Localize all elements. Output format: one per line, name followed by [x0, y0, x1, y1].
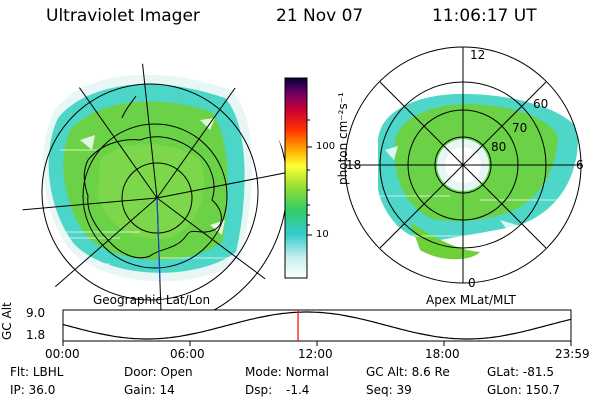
- colorbar-tick-10: 10: [316, 229, 329, 240]
- right-aurora-image: [378, 93, 579, 260]
- observation-date: 21 Nov 07: [276, 6, 364, 26]
- mlt-label-left: 18: [346, 158, 362, 172]
- timeline-xtick-0000: 00:00: [45, 347, 80, 361]
- door-readout: Door: Open: [124, 365, 193, 379]
- timeline-ytick-max: 9.0: [26, 306, 46, 320]
- timeline-xtick-1200: 12:00: [298, 347, 333, 361]
- timeline-xtick-0600: 06:00: [170, 347, 205, 361]
- ip-readout: IP: 36.0: [10, 383, 56, 397]
- left-aurora-image: [39, 69, 252, 282]
- observation-time: 11:06:17 UT: [432, 6, 537, 26]
- mlat-label-80: 80: [491, 140, 507, 154]
- glat-readout: GLat: -81.5: [487, 365, 554, 379]
- gc-alt-readout: GC Alt: 8.6 Re: [366, 365, 450, 379]
- timeline-ytick-min: 1.8: [26, 328, 46, 342]
- timeline-xtick-2359: 23:59: [555, 347, 590, 361]
- timeline-xtick-1800: 18:00: [425, 347, 460, 361]
- timeline-ylabel: GC Alt: [0, 302, 14, 340]
- colorbar: [284, 77, 308, 279]
- colorbar-ticks: [307, 119, 312, 236]
- mlt-label-top: 12: [470, 48, 486, 62]
- timeline-plot-box: [62, 309, 572, 342]
- mlt-label-bottom: 0: [468, 276, 476, 290]
- mode-readout: Mode: Normal: [245, 365, 329, 379]
- colorbar-tick-100: 100: [316, 141, 336, 152]
- right-panel-caption: Apex MLat/MLT: [426, 293, 516, 307]
- right-grid: [344, 46, 582, 284]
- dsp-readout: Dsp: -1.4: [245, 383, 310, 397]
- mlt-label-right: 6: [576, 158, 584, 172]
- glon-readout: GLon: 150.7: [487, 383, 560, 397]
- mlat-label-70: 70: [512, 121, 528, 135]
- orbit-altitude-curve: [62, 311, 572, 340]
- left-panel-caption: Geographic Lat/Lon: [93, 293, 211, 307]
- seq-readout: Seq: 39: [366, 383, 412, 397]
- left-meridian-line: [156, 197, 161, 281]
- timeline-ticks: [62, 341, 572, 346]
- mlat-label-60: 60: [533, 97, 549, 111]
- instrument-title: Ultraviolet Imager: [46, 6, 200, 26]
- filter-readout: Flt: LBHL: [10, 365, 64, 379]
- gain-readout: Gain: 14: [124, 383, 175, 397]
